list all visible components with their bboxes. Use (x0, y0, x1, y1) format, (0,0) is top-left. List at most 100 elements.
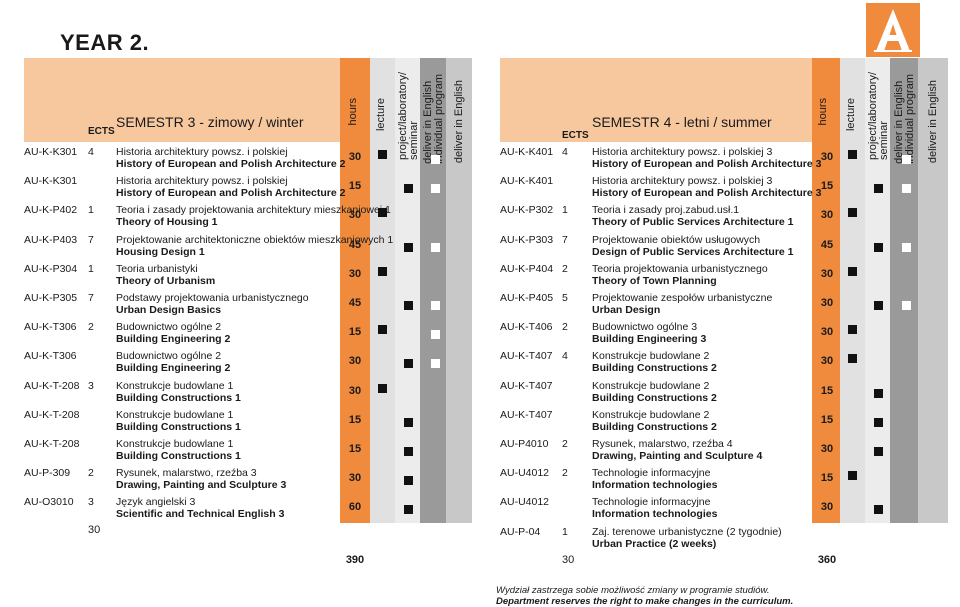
course-code: AU-P-309 (24, 467, 71, 480)
course-name-polish: Budownictwo ogólne 2 (116, 350, 222, 363)
course-name-english: Building Constructions 1 (116, 450, 241, 462)
course-hours: 30 (820, 443, 834, 455)
course-hours: 30 (820, 326, 834, 339)
lecture-header: lecture (845, 98, 857, 132)
course-hours: 45 (348, 297, 362, 309)
course-hours: 15 (348, 413, 362, 426)
project-mark-icon (874, 184, 883, 194)
lecture-column (840, 58, 865, 523)
lecture-column (370, 58, 395, 523)
course-code: AU-K-P402 (24, 204, 78, 217)
course-ects: 2 (562, 438, 568, 450)
project-mark-icon (874, 301, 883, 310)
course-ects: 4 (88, 146, 94, 158)
lecture-mark-icon (378, 325, 387, 335)
course-name-polish: Konstrukcje budowlane 1 (116, 379, 234, 392)
course-name-english: Theory of Town Planning (592, 274, 717, 287)
course-ects: 4 (562, 350, 568, 363)
course-code: AU-U4012 (500, 496, 550, 509)
lecture-header: lecture (375, 98, 387, 132)
lecture-mark-icon (848, 150, 857, 159)
course-ects: 2 (88, 467, 94, 480)
table-row: AU-K-T406 2 Budownictwo ogólne 3 Building E… (500, 321, 948, 350)
course-ects: 1 (562, 525, 568, 538)
course-code: AU-K-K301 (24, 146, 78, 158)
course-name-english: History of European and Polish Architect… (592, 158, 822, 170)
course-hours: 15 (820, 472, 834, 485)
table-row: AU-K-P402 1 Teoria i zasady projektowania … (24, 204, 472, 233)
course-name-polish: Podstawy projektowania urbanistycznego (116, 292, 309, 304)
course-code: AU-K-P303 (500, 233, 554, 246)
course-name-polish: Konstrukcje budowlane 1 (116, 408, 234, 421)
semester-title: SEMESTR 3 - zimowy / winter (116, 114, 304, 130)
course-ects: 2 (88, 321, 94, 334)
course-hours: 45 (820, 238, 834, 251)
course-code: AU-K-P304 (24, 262, 78, 275)
course-name-english: Information technologies (592, 479, 718, 492)
course-hours: 15 (820, 180, 834, 193)
course-hours: 30 (820, 267, 834, 280)
deliver-individual-column (420, 58, 446, 523)
project-mark-icon (404, 301, 413, 310)
course-hours: 60 (348, 501, 362, 514)
english-mark-icon (431, 184, 440, 194)
course-hours: 30 (820, 297, 834, 309)
ects-header: ECTS (562, 130, 589, 141)
course-name-english: Design of Public Services Architecture 1 (592, 245, 794, 258)
table-row: AU-O3010 3 Język angielski 3 Scientific and… (24, 496, 472, 525)
course-name-polish: Zaj. terenowe urbanistyczne (2 tygodnie) (592, 525, 782, 538)
total-ects: 30 (88, 524, 101, 536)
course-code: AU-K-P403 (24, 233, 78, 246)
table-row: AU-P-04 1 Zaj. terenowe urbanistyczne (2 t… (500, 526, 948, 555)
project-mark-icon (404, 184, 413, 194)
course-ects: 7 (562, 233, 568, 246)
course-name-polish: Konstrukcje budowlane 2 (592, 350, 710, 363)
course-name-english: Building Constructions 2 (592, 362, 717, 375)
course-code: AU-K-P405 (500, 292, 554, 304)
course-ects: 4 (562, 146, 568, 158)
table-row: AU-K-P305 7 Podstawy projektowania urbanis… (24, 292, 472, 321)
note-polish: Wydział zastrzega sobie możliwość zmiany… (496, 585, 770, 596)
course-name-polish: Historia architektury powsz. i polskiej (116, 146, 288, 158)
course-code: AU-K-T407 (500, 408, 553, 421)
hours-column (812, 58, 840, 523)
course-name-polish: Konstrukcje budowlane 1 (116, 438, 234, 450)
course-code: AU-K-T406 (500, 321, 553, 334)
course-hours: 15 (348, 326, 362, 339)
note-english: Department reserves the right to make ch… (496, 596, 794, 607)
course-name-polish: Projektowanie zespołów urbanistyczne (592, 292, 773, 304)
semester-3-table: hours lecture project/laboratory/ semina… (24, 58, 472, 566)
english-mark-icon (431, 242, 440, 252)
table-row: AU-K-K301 Historia architektury powsz. i … (24, 175, 472, 204)
course-hours: 15 (820, 384, 834, 397)
course-ects: 1 (88, 262, 94, 275)
course-code: AU-K-T306 (24, 350, 77, 363)
course-code: AU-K-P404 (500, 262, 554, 275)
course-code: AU-K-K301 (24, 175, 78, 188)
course-hours: 30 (348, 472, 362, 485)
course-ects: 3 (88, 496, 94, 509)
course-ects: 1 (562, 204, 568, 217)
table-row: AU-K-T-208 Konstrukcje budowlane 1 Buildin… (24, 409, 472, 438)
table-row: AU-K-T-208 Konstrukcje budowlane 1 Buildin… (24, 438, 472, 467)
course-name-polish: Technologie informacyjne (592, 467, 711, 480)
deliver-english-column (918, 58, 948, 523)
table-row: AU-K-P405 5 Projektowanie zespołów urbanis… (500, 292, 948, 321)
course-name-english: History of European and Polish Architect… (116, 158, 346, 170)
table-row: AU-K-P302 1 Teoria i zasady proj.zabud.usł… (500, 204, 948, 233)
ects-header: ECTS (88, 126, 115, 137)
course-ects: 5 (562, 292, 568, 304)
course-name-polish: Projektowanie obiektów usługowych (592, 233, 761, 246)
course-hours: 30 (348, 209, 362, 222)
letter-a-logo-icon (866, 3, 920, 57)
hours-column (340, 58, 370, 523)
table-row: AU-K-K301 4 Historia architektury powsz. i… (24, 146, 472, 175)
table-row: AU-K-K401 Historia architektury powsz. i … (500, 175, 948, 204)
table-row: AU-U4012 2 Technologie informacyjne Informa… (500, 467, 948, 496)
course-code: AU-K-T-208 (24, 379, 80, 392)
course-hours: 30 (820, 355, 834, 368)
course-ects: 7 (88, 292, 94, 304)
lecture-mark-icon (378, 208, 387, 218)
course-hours: 30 (348, 355, 362, 368)
course-hours: 45 (348, 238, 362, 251)
